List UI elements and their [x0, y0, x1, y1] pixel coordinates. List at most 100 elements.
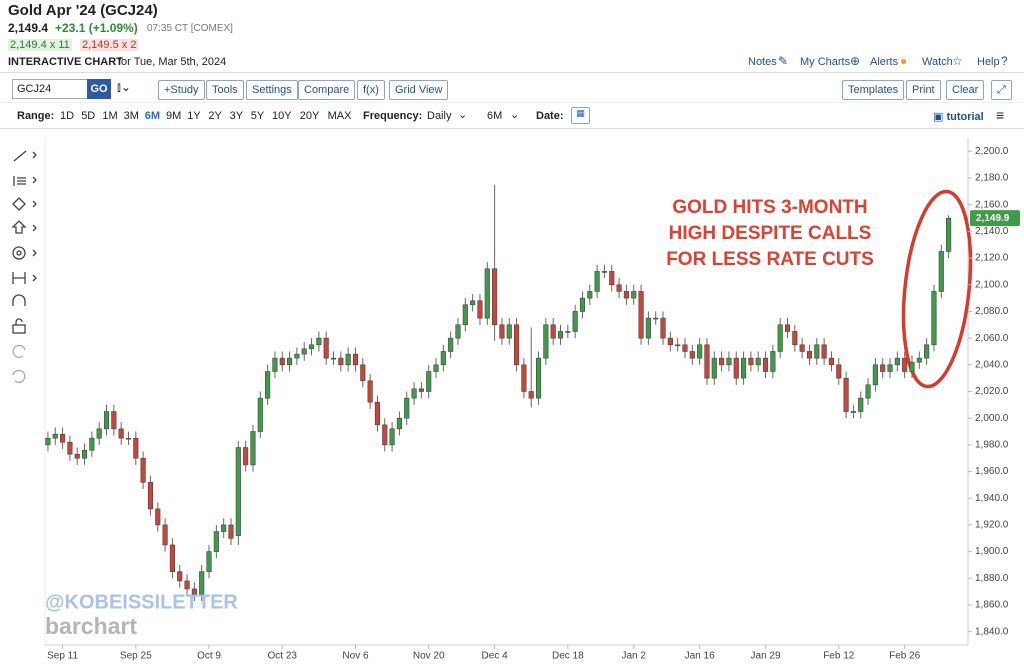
calendar[interactable]: ▦: [571, 107, 590, 124]
header-link[interactable]: Notes: [748, 56, 777, 68]
y-tick-label: 2,060.0: [975, 333, 1009, 344]
candle-body: [367, 380, 373, 403]
x-tick-label: Sep 25: [120, 651, 152, 662]
dropdown-arrow: ⌄: [510, 109, 520, 121]
y-tick-label: 2,180.0: [975, 173, 1009, 184]
range-option[interactable]: 3Y: [229, 110, 244, 122]
x-tick-label: Jan 2: [622, 651, 647, 662]
candle-body: [272, 357, 278, 372]
change: +23.1 (+1.09%): [55, 21, 138, 35]
toolbar-button[interactable]: Templates: [842, 80, 905, 100]
candle-body: [330, 357, 337, 360]
link-icon: ●: [900, 54, 908, 68]
y-tick-label: 1,980.0: [975, 440, 1009, 451]
toolbar-button[interactable]: Grid View: [389, 80, 449, 100]
candle-body: [177, 571, 183, 582]
candle-body: [711, 357, 717, 379]
divider: [0, 102, 1024, 103]
header-link[interactable]: Alerts: [870, 56, 899, 68]
frequency[interactable]: Daily: [427, 110, 452, 122]
chart-label: INTERACTIVE CHART: [8, 56, 123, 68]
candle-body: [894, 357, 900, 366]
range-option[interactable]: 3M: [123, 110, 139, 122]
toolbar-button[interactable]: Compare: [298, 80, 356, 100]
candle-body: [719, 357, 725, 366]
candle-body: [748, 357, 754, 366]
toolbar-button[interactable]: Print: [906, 80, 941, 100]
go-button[interactable]: GO: [87, 79, 111, 99]
candle-body: [506, 324, 512, 339]
candle-body: [492, 268, 498, 326]
x-tick-label: Jan 16: [685, 651, 715, 662]
range-option[interactable]: 5Y: [250, 110, 265, 122]
range-option[interactable]: 5D: [81, 110, 96, 122]
candle-body: [440, 351, 446, 366]
y-tick-label: 1,880.0: [975, 573, 1009, 584]
candle-body: [887, 364, 893, 372]
candle-body: [250, 431, 256, 466]
range-option[interactable]: 1M: [102, 110, 118, 122]
range-option[interactable]: 6M: [144, 110, 161, 122]
divider: [0, 128, 1024, 129]
candle-body: [213, 531, 219, 552]
candle-body: [836, 364, 842, 379]
range-option[interactable]: 10Y: [272, 110, 292, 122]
y-tick-label: 1,840.0: [975, 626, 1009, 637]
range-option[interactable]: 1D: [60, 110, 75, 122]
y-tick-label: 2,160.0: [975, 199, 1009, 210]
range-option[interactable]: 1Y: [187, 110, 201, 122]
candle-body: [762, 357, 769, 372]
y-tick-label: 2,140.0: [975, 226, 1009, 237]
range-label: Range:: [17, 110, 55, 122]
toolbar-button[interactable]: f(x): [357, 80, 385, 100]
y-tick-label: 2,100.0: [975, 279, 1009, 290]
candle-body: [806, 351, 813, 359]
candle-body: [616, 284, 622, 292]
candle-body: [301, 348, 307, 355]
range-option[interactable]: 9M: [166, 110, 182, 122]
header-link[interactable]: Watch: [922, 56, 953, 68]
candle-body: [931, 291, 937, 346]
candle-body: [814, 344, 820, 359]
header-link[interactable]: Help: [977, 56, 1000, 68]
range-option[interactable]: MAX: [327, 110, 352, 122]
candle-body: [133, 437, 139, 459]
expand-button[interactable]: ⤢: [991, 80, 1012, 100]
period[interactable]: 6M: [487, 110, 503, 122]
candle-body: [89, 437, 95, 451]
tutorial[interactable]: ▣ tutorial: [933, 110, 984, 123]
y-tick-label: 2,120.0: [975, 253, 1009, 264]
x-tick-label: Feb 26: [889, 651, 921, 662]
y-tick-label: 1,860.0: [975, 600, 1009, 611]
range-option[interactable]: 20Y: [299, 110, 320, 122]
candle-body: [411, 388, 417, 399]
candle-body: [155, 508, 161, 526]
candle-body: [865, 384, 871, 399]
candle-body: [279, 357, 285, 366]
candle-body: [352, 353, 359, 366]
candle-body: [572, 311, 578, 332]
toolbar-button[interactable]: Clear: [946, 80, 985, 100]
toolbar-button[interactable]: Settings: [246, 80, 298, 100]
link-icon: ?: [1001, 54, 1008, 68]
icon: ▣: [933, 111, 947, 123]
range-option[interactable]: 2Y: [208, 110, 222, 122]
toolbar-button[interactable]: Tools: [206, 80, 244, 100]
candle-body: [609, 271, 615, 286]
menu[interactable]: ≡: [996, 107, 1005, 123]
chart-type-icon[interactable]: ⫾⌄: [117, 80, 131, 94]
y-tick-label: 2,200.0: [975, 146, 1009, 157]
header-link[interactable]: My Charts: [800, 56, 851, 68]
candle-body: [433, 364, 439, 372]
candle-body: [96, 428, 102, 439]
y-tick-label: 1,920.0: [975, 520, 1009, 531]
candle-body: [74, 453, 80, 459]
candle-body: [484, 268, 490, 319]
candle-body: [850, 411, 856, 413]
candle-body: [499, 324, 505, 339]
y-tick-label: 2,040.0: [975, 359, 1009, 370]
toolbar-button[interactable]: +Study: [158, 80, 205, 100]
candle-body: [418, 388, 424, 392]
candle-body: [777, 324, 783, 352]
frequency-label: Frequency:: [363, 110, 423, 122]
